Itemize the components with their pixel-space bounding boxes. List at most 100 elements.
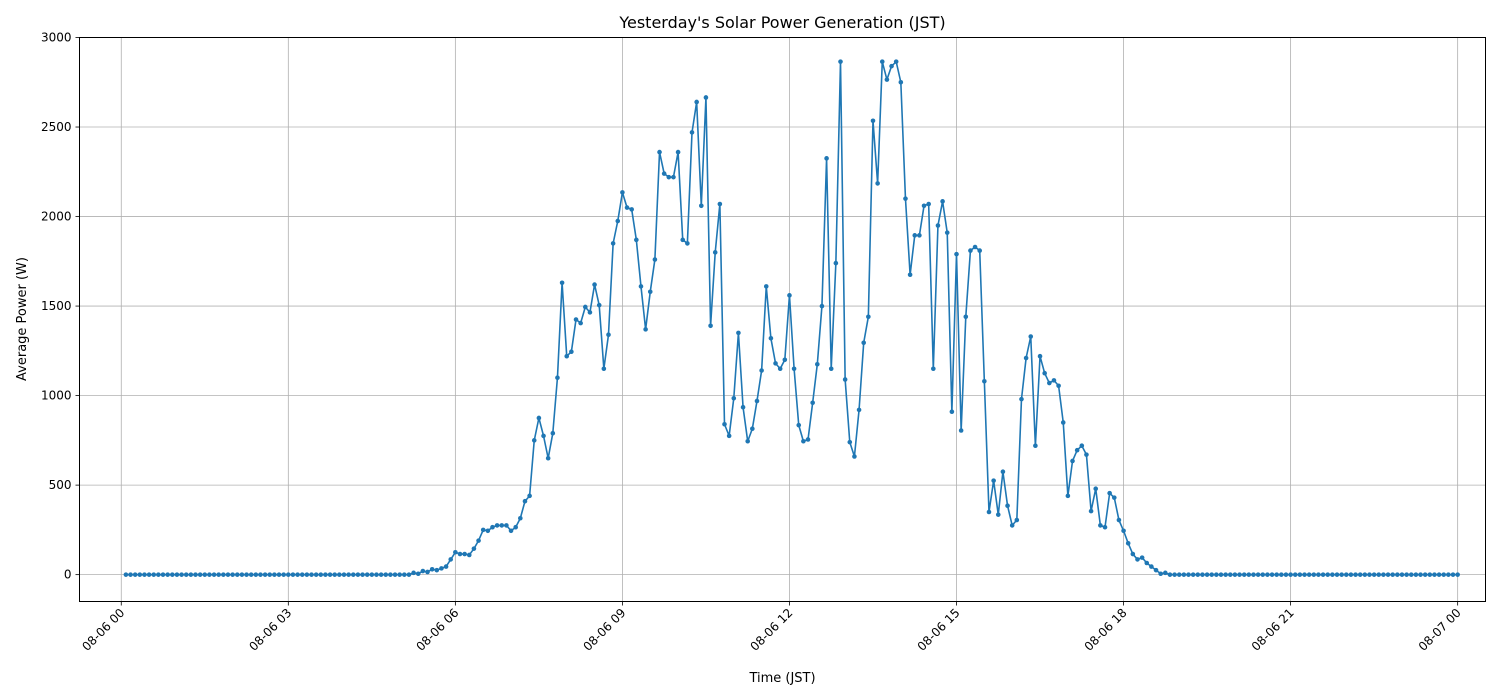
data-point [791, 366, 797, 372]
data-point [1163, 570, 1168, 576]
data-point [346, 572, 351, 577]
data-point [1107, 490, 1112, 496]
data-point [1195, 572, 1201, 577]
data-point [750, 426, 755, 432]
data-point [490, 524, 495, 530]
data-point [1408, 572, 1414, 577]
data-point [1135, 557, 1140, 562]
data-point [805, 437, 811, 442]
data-point [1348, 572, 1354, 577]
data-point [1125, 541, 1131, 546]
data-point [703, 95, 709, 100]
data-point [504, 523, 509, 528]
data-point [643, 327, 648, 332]
data-point [1037, 353, 1043, 359]
data-point [160, 572, 166, 577]
data-point [355, 572, 361, 577]
data-point [815, 361, 820, 367]
data-point [587, 310, 593, 315]
data-point [1255, 572, 1261, 577]
data-point [773, 361, 778, 366]
data-point [763, 284, 769, 289]
data-point [434, 567, 440, 573]
data-point [1413, 572, 1419, 577]
data-point [508, 528, 514, 534]
data-point [253, 572, 259, 577]
data-point [170, 572, 175, 577]
data-point [374, 572, 379, 577]
data-point [833, 260, 839, 266]
data-point [1019, 396, 1024, 402]
data-point [1042, 370, 1047, 376]
data-point [448, 557, 454, 562]
data-point [1098, 523, 1103, 528]
data-point [457, 551, 463, 557]
x-tick-label: 08-06 12 [748, 606, 796, 654]
data-point [986, 509, 992, 515]
data-point [708, 323, 713, 329]
data-point [1343, 572, 1349, 577]
data-point [550, 430, 556, 436]
data-point [183, 572, 189, 577]
data-point [392, 572, 398, 577]
data-point [1237, 572, 1242, 577]
data-point [889, 63, 894, 69]
data-point [731, 395, 737, 401]
data-point [898, 79, 904, 85]
data-point [1241, 572, 1247, 577]
data-point [1130, 551, 1136, 557]
data-point [559, 280, 565, 286]
data-point [1311, 572, 1317, 577]
data-point [745, 438, 750, 444]
plot-area-frame [79, 37, 1486, 602]
data-point [466, 552, 472, 558]
data-point [513, 524, 518, 530]
data-point [267, 572, 273, 577]
data-point [406, 572, 412, 577]
data-point [132, 572, 138, 577]
data-point [1357, 572, 1363, 577]
data-point [1404, 572, 1409, 577]
data-point [1204, 572, 1210, 577]
data-point [578, 320, 583, 326]
data-point [146, 572, 152, 577]
data-point [634, 237, 639, 243]
data-point [615, 218, 621, 224]
data-point [1047, 380, 1052, 386]
data-point [471, 546, 477, 551]
data-point [443, 564, 449, 569]
data-point [128, 572, 133, 577]
data-point [1330, 572, 1335, 577]
data-point [931, 366, 936, 372]
data-point [944, 230, 950, 235]
data-point [1009, 523, 1015, 528]
data-point [1000, 469, 1006, 474]
data-point [402, 572, 407, 577]
data-point [1065, 493, 1071, 499]
data-point [824, 156, 829, 161]
data-point [699, 203, 704, 209]
data-point [350, 572, 356, 577]
data-point [453, 549, 458, 555]
data-point [415, 571, 421, 577]
data-point [620, 190, 625, 195]
data-point [411, 570, 416, 576]
data-point [694, 99, 699, 105]
data-point [276, 572, 282, 577]
x-tick-label: 08-06 09 [580, 606, 628, 654]
data-point [1306, 572, 1312, 577]
data-point [1339, 572, 1344, 577]
data-point [912, 233, 918, 238]
data-point [926, 201, 931, 207]
data-point [1422, 572, 1428, 577]
data-point [1232, 572, 1238, 577]
data-point [239, 572, 245, 577]
data-point [1214, 572, 1219, 577]
data-point [1102, 524, 1108, 530]
data-point [313, 572, 319, 577]
data-point [211, 572, 217, 577]
data-point [323, 572, 328, 577]
data-point [1176, 572, 1182, 577]
data-point [1283, 572, 1289, 577]
data-point [1455, 572, 1460, 577]
